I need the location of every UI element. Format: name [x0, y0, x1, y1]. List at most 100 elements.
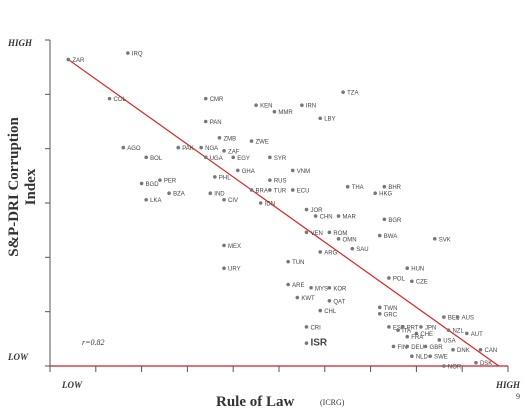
data-point: OMN — [336, 237, 357, 243]
point-marker — [377, 312, 382, 316]
point-marker — [451, 347, 455, 352]
point-marker — [268, 188, 272, 192]
data-point: PRT — [400, 325, 419, 331]
data-point: CHL — [318, 308, 337, 315]
point-label: BGD — [146, 182, 160, 188]
point-marker — [391, 344, 396, 349]
point-marker — [396, 328, 400, 332]
point-marker — [107, 96, 112, 101]
data-point: CHE — [414, 331, 433, 338]
point-label: ZAF — [228, 149, 240, 155]
x-high-label: HIGH — [496, 380, 521, 390]
data-point: MEX — [222, 243, 241, 250]
point-marker — [309, 285, 313, 290]
data-point: CMR — [203, 96, 224, 103]
point-label: FIN — [398, 345, 408, 351]
data-point: RUS — [268, 178, 287, 185]
point-label: MAR — [343, 215, 357, 221]
data-point: MMR — [272, 109, 293, 116]
point-marker — [318, 308, 323, 313]
point-label: TUR — [274, 188, 287, 194]
data-point: IDN — [258, 201, 275, 208]
point-label: ISR — [310, 338, 327, 349]
point-marker — [203, 155, 208, 160]
point-marker — [158, 178, 162, 182]
point-marker — [213, 175, 217, 179]
axes — [45, 39, 509, 372]
trendline-group — [67, 59, 500, 367]
point-label: CHN — [320, 215, 333, 221]
point-label: DEU — [411, 345, 424, 351]
point-marker — [437, 338, 442, 342]
point-marker — [199, 145, 203, 150]
data-point: NLD — [410, 354, 428, 361]
point-marker — [405, 334, 410, 339]
data-point: PHL — [213, 175, 231, 181]
point-label: GRC — [384, 312, 398, 318]
data-point: ESP — [387, 325, 405, 331]
data-point: BHR — [382, 184, 402, 191]
point-label: VNM — [297, 169, 310, 175]
point-label: IDN — [265, 202, 275, 208]
point-marker — [300, 103, 304, 107]
point-label: PHL — [219, 175, 231, 181]
point-label: ESP — [393, 325, 405, 331]
point-label: IND — [214, 192, 225, 198]
data-point: NOR — [442, 364, 462, 371]
point-label: HKG — [379, 192, 392, 198]
data-point: SWE — [428, 354, 448, 361]
point-marker — [176, 145, 181, 150]
data-point: CHN — [313, 214, 333, 221]
data-point: HKG — [373, 191, 393, 198]
data-point: KWT — [295, 295, 315, 302]
data-point: BRA — [249, 188, 268, 194]
point-label: DSK — [480, 361, 492, 367]
point-label: AUT — [471, 332, 483, 338]
point-label: CHE — [420, 332, 433, 338]
data-point: COL — [107, 96, 127, 103]
data-point: NGA — [199, 145, 218, 152]
point-label: KOR — [333, 286, 347, 292]
data-point: JPN — [419, 325, 436, 331]
point-label: NZL — [452, 329, 464, 335]
data-point: IRQ — [126, 51, 143, 58]
point-label: ROM — [333, 231, 347, 237]
point-marker — [428, 354, 432, 359]
point-label: AGO — [127, 146, 141, 152]
x-low-label: LOW — [62, 380, 82, 390]
data-point: MAR — [336, 214, 357, 221]
point-marker — [345, 184, 350, 189]
point-marker — [419, 325, 423, 329]
point-label: BHR — [388, 185, 401, 191]
data-point: ARE — [286, 282, 305, 289]
point-marker — [387, 276, 391, 280]
data-point: USA — [437, 338, 456, 344]
point-label: PER — [164, 179, 177, 185]
point-marker — [208, 191, 213, 196]
point-marker — [373, 191, 377, 196]
point-marker — [286, 282, 290, 287]
point-marker — [121, 145, 126, 150]
point-label: MYS — [315, 286, 328, 292]
point-marker — [327, 285, 332, 290]
point-label: TUN — [292, 260, 304, 266]
data-point: DNK — [451, 347, 470, 354]
point-label: JOR — [310, 208, 323, 214]
data-point: CIV — [222, 197, 238, 204]
data-point: JOR — [304, 207, 323, 214]
point-marker — [474, 360, 478, 365]
data-point: THA — [345, 184, 364, 191]
point-marker — [327, 230, 332, 235]
point-label: RUS — [274, 179, 287, 185]
point-marker — [304, 325, 309, 329]
point-marker — [231, 155, 235, 160]
data-point: TWN — [377, 305, 397, 312]
point-marker — [410, 354, 414, 359]
point-marker — [144, 197, 148, 202]
point-label: BGR — [388, 218, 402, 224]
data-point: MYS — [309, 285, 328, 292]
data-point: AGO — [121, 145, 141, 152]
point-marker — [446, 328, 451, 332]
point-marker — [410, 279, 414, 284]
data-point: CAN — [478, 347, 497, 354]
